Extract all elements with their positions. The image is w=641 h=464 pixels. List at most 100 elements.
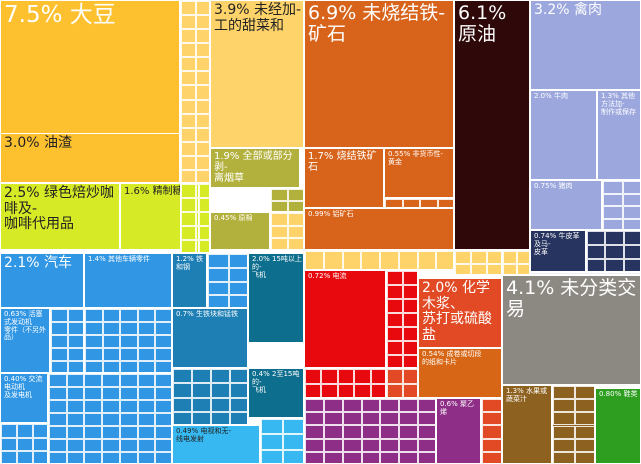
treemap-subcell <box>68 309 83 322</box>
treemap-subcell <box>102 361 121 372</box>
treemap-subcell <box>385 199 403 207</box>
treemap-subcell <box>417 251 437 269</box>
treemap-subcell <box>305 251 324 269</box>
treemap-subcell <box>230 411 247 424</box>
treemap-subcell <box>587 259 606 271</box>
treemap-subcell <box>399 451 419 463</box>
treemap-subcell <box>84 413 103 426</box>
treemap-subcell <box>354 384 371 397</box>
treemap-subcell <box>85 322 103 335</box>
treemap-subcell <box>399 399 419 413</box>
treemap-subcell <box>196 57 209 72</box>
treemap-filler-cell <box>304 398 436 464</box>
treemap-filler-cell <box>0 423 48 464</box>
treemap-subcell <box>574 399 594 413</box>
treemap-subcell <box>137 322 156 335</box>
treemap-cell-label: 0.6% 聚乙烯 <box>440 400 475 416</box>
treemap-subcell <box>361 399 381 413</box>
treemap-subcell <box>361 438 381 452</box>
treemap-filler-cell <box>198 183 210 253</box>
treemap-filler-cell <box>386 368 418 398</box>
treemap-subcell <box>228 281 247 296</box>
treemap-subcell <box>17 424 33 438</box>
treemap-cell-label: 0.49% 电视和无- 线电发射 <box>176 427 231 443</box>
treemap-subcell <box>49 374 67 387</box>
treemap-subcell <box>603 181 623 194</box>
treemap-subcell <box>66 413 85 426</box>
treemap-subcell <box>361 451 381 463</box>
treemap-subcell <box>271 225 288 239</box>
treemap-subcell <box>51 309 68 322</box>
treemap-subcell <box>51 361 68 372</box>
treemap-subcell <box>51 322 68 335</box>
treemap-subcell <box>271 201 288 211</box>
treemap-subcell <box>420 199 438 207</box>
treemap-subcell <box>33 451 47 463</box>
treemap-cell-label: 0.7% 生铁块和锰铁 <box>176 310 239 318</box>
treemap-subcell <box>283 434 303 450</box>
treemap-filler-cell <box>481 398 502 464</box>
treemap-subcell <box>155 374 171 387</box>
treemap-cell: 2.1% 汽车 <box>0 253 84 308</box>
treemap-subcell <box>155 387 171 400</box>
treemap-subcell <box>503 263 517 274</box>
treemap-cell: 6.1% 原油 <box>454 0 530 250</box>
treemap-cell: 6.9% 未烧结铁- 矿石 <box>304 0 454 148</box>
treemap-subcell <box>418 399 435 413</box>
treemap-subcell <box>553 425 575 439</box>
treemap-subcell <box>181 15 196 30</box>
treemap-subcell <box>380 451 400 463</box>
treemap-subcell <box>84 452 103 463</box>
treemap-subcell <box>261 419 283 435</box>
treemap-subcell <box>230 397 247 412</box>
treemap-subcell <box>1 451 17 463</box>
treemap-subcell <box>173 397 192 412</box>
treemap-subcell <box>199 240 209 252</box>
treemap-cell-label: 2.0% 牛肉 <box>534 92 569 100</box>
treemap-subcell <box>323 451 343 463</box>
treemap-subcell <box>84 374 103 387</box>
treemap-cell: 1.3% 水果或蔬菜汁 <box>502 385 552 464</box>
treemap-cell-label: 3.2% 禽肉 <box>534 2 603 18</box>
treemap-subcell <box>342 438 362 452</box>
treemap-subcell <box>605 245 624 259</box>
treemap-subcell <box>49 400 67 413</box>
treemap-cell-label: 0.4% 2至15吨的- 飞机 <box>252 370 300 394</box>
treemap-subcell <box>181 184 196 198</box>
treemap-subcell <box>342 425 362 439</box>
treemap-subcell <box>120 322 138 335</box>
treemap-subcell <box>196 141 209 156</box>
treemap-subcell <box>155 322 171 335</box>
treemap-filler-cell <box>304 368 386 398</box>
treemap-subcell <box>403 355 417 367</box>
treemap-subcell <box>173 369 192 384</box>
treemap-subcell <box>17 451 33 463</box>
treemap-subcell <box>51 348 68 361</box>
treemap-subcell <box>155 309 171 322</box>
treemap-cell: 0.49% 电视和无- 线电发射 <box>172 425 260 464</box>
treemap-subcell <box>605 259 624 271</box>
treemap-subcell <box>403 313 417 327</box>
treemap-subcell <box>196 29 209 44</box>
treemap-subcell <box>342 451 362 463</box>
treemap-cell: 4.1% 未分类交易 <box>502 275 641 385</box>
treemap-cell: 2.5% 绿色焙炒咖啡及- 咖啡代用品 <box>0 183 120 250</box>
treemap-filler-cell <box>50 308 84 373</box>
treemap-subcell <box>199 198 209 212</box>
treemap-subcell <box>51 335 68 348</box>
treemap-subcell <box>321 369 338 384</box>
treemap-subcell <box>102 335 121 348</box>
treemap-subcell <box>119 426 138 439</box>
treemap-filler-cell <box>260 418 304 464</box>
treemap-subcell <box>66 452 85 463</box>
treemap-subcell <box>230 369 247 384</box>
treemap-subcell <box>68 348 83 361</box>
treemap-subcell <box>68 335 83 348</box>
treemap-subcell <box>228 267 247 282</box>
treemap-subcell <box>1 437 17 452</box>
treemap-subcell <box>622 181 640 194</box>
treemap-cell-label: 3.9% 未经加- 工的甜菜和 <box>214 2 302 34</box>
treemap-subcell <box>49 426 67 439</box>
treemap-subcell <box>288 225 303 239</box>
treemap-subcell <box>85 361 103 372</box>
